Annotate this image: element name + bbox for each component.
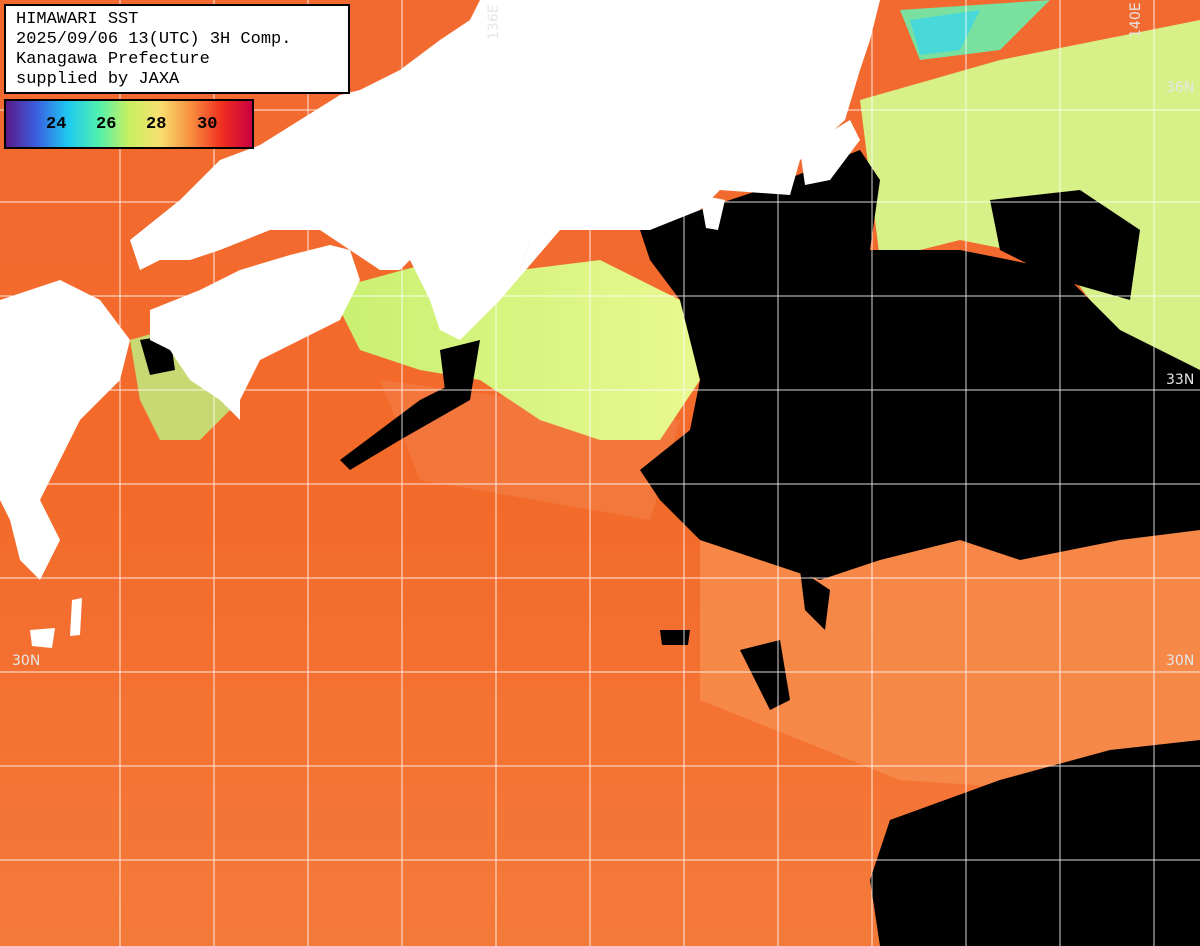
land-honshu xyxy=(130,0,880,330)
land-kyushu xyxy=(0,280,130,580)
land-izu xyxy=(700,195,725,230)
land-kyushu-sw xyxy=(10,375,40,430)
scale-tick-26: 26 xyxy=(96,115,117,134)
land-boso xyxy=(800,120,860,185)
scale-tick-24: 24 xyxy=(46,115,67,134)
provider: Kanagawa Prefecture xyxy=(16,50,210,69)
lon-label-140e: 140E xyxy=(1128,2,1144,38)
cool-water-ne-2 xyxy=(910,10,980,55)
info-box: HIMAWARI SST 2025/09/06 13(UTC) 3H Comp.… xyxy=(4,4,350,94)
lon-label-136e: 136E xyxy=(486,4,502,40)
lat-label-30n-right: 30N xyxy=(1166,653,1195,669)
cloud-mask-se xyxy=(870,740,1200,946)
land-tanegashima xyxy=(30,628,55,648)
lat-label-36n: 36N xyxy=(1166,80,1195,96)
cloud-mask-streak-1 xyxy=(340,380,470,470)
scale-tick-30: 30 xyxy=(197,115,218,134)
cloud-mask-east-2 xyxy=(990,190,1140,300)
lat-label-33n: 33N xyxy=(1166,372,1195,388)
data-source: supplied by JAXA xyxy=(16,70,180,89)
product-title: HIMAWARI SST xyxy=(16,10,139,29)
cloud-mask-kii xyxy=(440,340,480,400)
color-scale-legend: 24 26 28 30 xyxy=(4,99,254,149)
land-awaji xyxy=(382,225,405,268)
land-yakushima xyxy=(70,598,82,636)
cloud-mask-small xyxy=(660,630,690,645)
lat-label-30n-left: 30N xyxy=(12,653,41,669)
cool-water-kii xyxy=(330,260,700,440)
land-kii-peninsula xyxy=(430,200,560,340)
scale-tick-28: 28 xyxy=(146,115,167,134)
timestamp: 2025/09/06 13(UTC) 3H Comp. xyxy=(16,30,292,49)
cloud-mask-streak-3 xyxy=(800,570,830,630)
